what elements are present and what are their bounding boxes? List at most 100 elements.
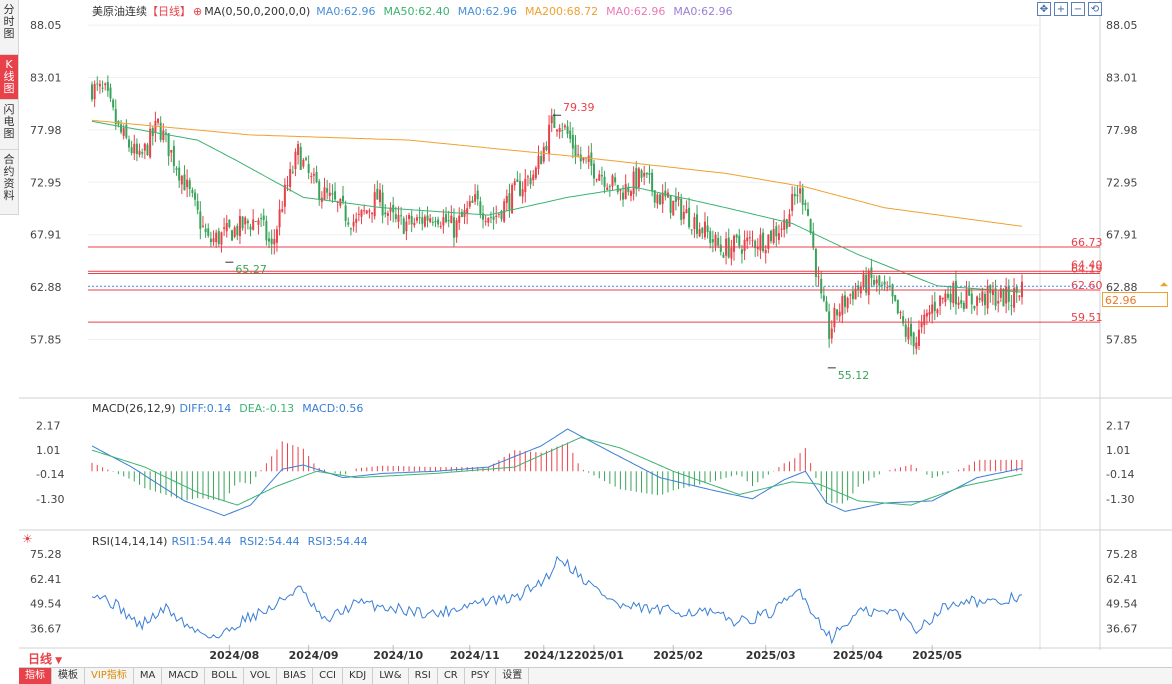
indicator-tab-4[interactable]: MACD — [162, 668, 206, 684]
candle-body — [291, 171, 294, 173]
candle-body — [931, 304, 934, 314]
candle-body — [378, 189, 381, 203]
candle-body — [817, 276, 820, 278]
indicator-tab-0[interactable]: 指标 — [19, 668, 52, 684]
rsi-settings-icon[interactable]: ☀ — [22, 532, 33, 546]
candle-body — [777, 233, 780, 241]
candle-body — [415, 217, 418, 221]
candle-body — [854, 288, 857, 300]
indicator-tab-3[interactable]: MA — [134, 668, 163, 684]
candle-body — [98, 83, 101, 87]
candle-body — [249, 226, 252, 230]
extreme-label-2: 55.12 — [838, 369, 870, 382]
chart-toolbar: ✥ + − ⟲ — [1037, 2, 1102, 16]
period-selector[interactable]: 日线 ▼ — [28, 652, 63, 666]
candle-body — [1005, 286, 1008, 304]
candle-body — [574, 144, 577, 157]
candle-body — [637, 168, 640, 188]
candle-body — [886, 287, 889, 289]
candle-body — [740, 249, 743, 254]
candle-body — [896, 299, 899, 314]
indicator-tab-8[interactable]: CCI — [313, 668, 344, 684]
indicator-tab-10[interactable]: LW& — [373, 668, 409, 684]
candle-body — [484, 220, 487, 222]
indicator-tab-6[interactable]: VOL — [244, 668, 278, 684]
candle-body — [93, 83, 96, 100]
zoom-in-icon[interactable]: + — [1054, 2, 1068, 16]
indicator-tab-14[interactable]: 设置 — [496, 668, 530, 684]
candle-body — [841, 296, 844, 315]
candle-body — [738, 235, 741, 247]
candle-body — [233, 227, 236, 237]
candle-body — [445, 214, 448, 223]
zoom-out-icon[interactable]: − — [1071, 2, 1085, 16]
side-tab-0[interactable]: 分时图 — [0, 0, 19, 55]
candle-body — [104, 83, 107, 86]
candle-body — [822, 295, 825, 301]
candle-body — [616, 184, 619, 193]
candle-body — [167, 133, 170, 157]
left-tick-1: 83.01 — [30, 72, 62, 85]
candle-body — [130, 147, 133, 154]
candle-body — [910, 323, 913, 337]
indicator-tab-9[interactable]: KDJ — [343, 668, 374, 684]
candle-body — [265, 220, 268, 241]
candle-body — [746, 237, 749, 242]
candle-body — [954, 280, 957, 305]
macd-header: MACD(26,12,9) DIFF:0.14 DEA:-0.13 MACD:0.56 — [92, 402, 371, 415]
candle-body — [180, 176, 183, 185]
candle-body — [542, 146, 545, 162]
candle-body — [587, 155, 590, 163]
candle-body — [550, 115, 553, 124]
candle-body — [268, 238, 271, 242]
side-tab-2[interactable]: 闪电图 — [0, 100, 19, 150]
candle-body — [106, 82, 109, 91]
candle-body — [865, 274, 868, 293]
macd-right-tick-0: 2.17 — [1106, 419, 1131, 432]
indicator-tab-1[interactable]: 模板 — [52, 668, 85, 684]
candle-body — [215, 232, 218, 243]
candle-body — [114, 109, 117, 125]
candle-body — [857, 285, 860, 290]
period-label: 日线 — [28, 652, 53, 666]
move-icon[interactable]: ✥ — [1037, 2, 1051, 16]
macd-dea: DEA:-0.13 — [239, 402, 295, 415]
candle-body — [447, 220, 450, 222]
right-tick-3: 72.95 — [1106, 176, 1138, 189]
candle-body — [595, 179, 598, 181]
left-tick-3: 72.95 — [30, 176, 62, 189]
reset-icon[interactable]: ⟲ — [1088, 2, 1102, 16]
candle-body — [698, 229, 701, 237]
candle-body — [590, 152, 593, 166]
rsi-left-tick-2: 49.54 — [30, 598, 62, 611]
candle-body — [497, 213, 500, 215]
candle-body — [548, 124, 551, 155]
side-tab-3[interactable]: 合约资料 — [0, 150, 19, 215]
candle-body — [513, 181, 516, 186]
candle-body — [1013, 288, 1016, 308]
candle-body — [836, 309, 839, 316]
candle-body — [133, 143, 136, 154]
macd-name: MACD(26,12,9) — [92, 402, 176, 415]
candle-body — [925, 312, 928, 317]
candle-body — [365, 210, 368, 214]
candle-body — [923, 314, 926, 326]
indicator-tab-12[interactable]: CR — [438, 668, 465, 684]
candle-body — [450, 215, 453, 224]
candle-body — [743, 239, 746, 252]
candle-body — [186, 179, 189, 188]
indicator-tab-5[interactable]: BOLL — [205, 668, 244, 684]
indicator-tab-7[interactable]: BIAS — [277, 668, 314, 684]
current-price-label: 62.96 — [1102, 292, 1168, 307]
candle-body — [579, 154, 582, 162]
candle-body — [674, 196, 677, 202]
level-label-3: 62.60 — [1071, 279, 1103, 292]
indicator-tab-11[interactable]: RSI — [409, 668, 438, 684]
settings-icon[interactable]: ⊕ — [193, 5, 203, 18]
candle-body — [680, 198, 683, 220]
candle-body — [939, 295, 942, 306]
indicator-tab-13[interactable]: PSY — [465, 668, 497, 684]
indicator-tab-2[interactable]: VIP指标 — [85, 668, 134, 684]
